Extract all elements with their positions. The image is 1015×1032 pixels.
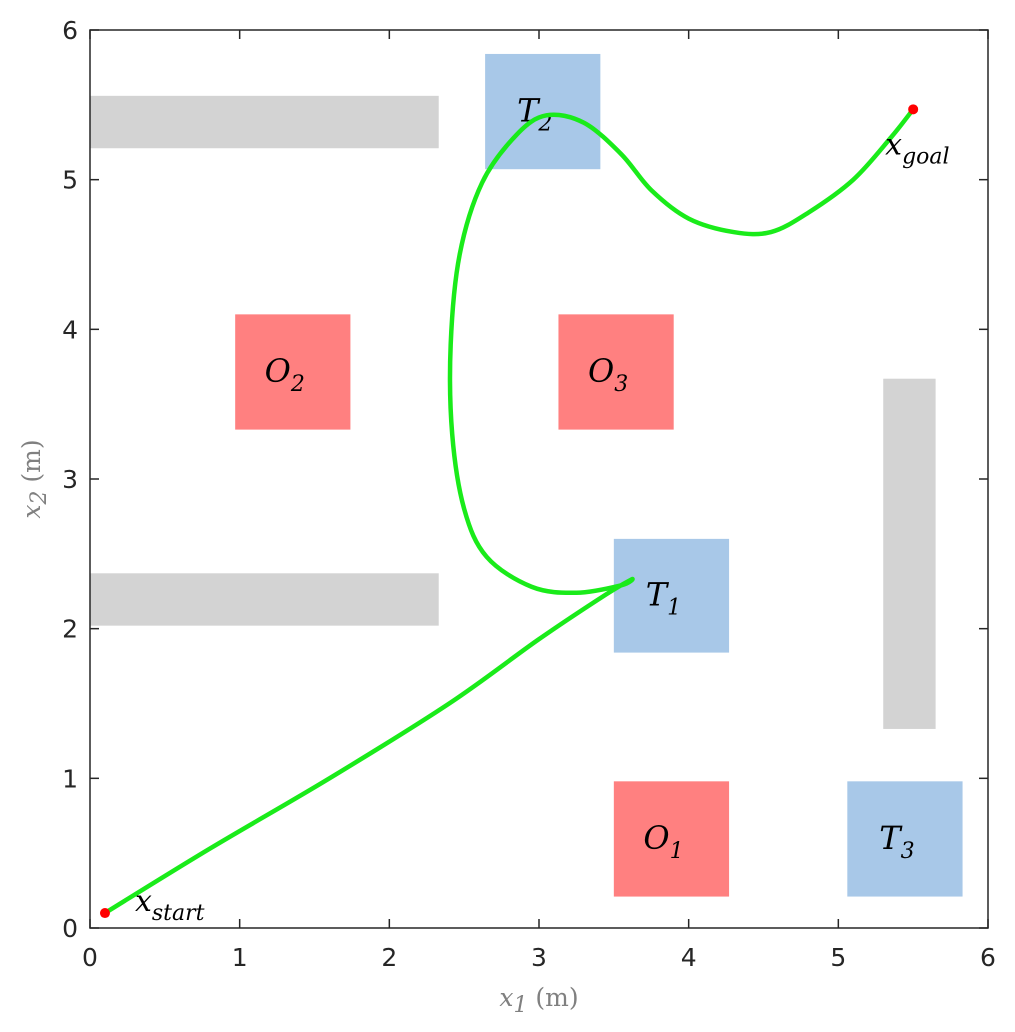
y-tick-label: 2 — [62, 615, 78, 644]
y-tick-label: 1 — [62, 764, 78, 793]
x-tick-label: 1 — [232, 943, 248, 972]
obstacle-3-label: O3 — [588, 352, 628, 397]
goal-label: xgoal — [885, 127, 949, 169]
obstacle-2-region — [235, 314, 351, 430]
endpoints: xstart xgoal — [99, 104, 950, 926]
target-1-region — [613, 538, 730, 653]
start-label: xstart — [135, 884, 205, 926]
obstacle-1-region — [613, 781, 730, 897]
x-axis-label: x1 (m) — [499, 983, 578, 1018]
y-axis-label: x2 (m) — [17, 439, 52, 518]
obstacle-2-label: O2 — [265, 352, 305, 397]
y-tick-label: 4 — [62, 315, 78, 344]
x-tick-label: 2 — [381, 943, 397, 972]
wall-3 — [883, 378, 936, 729]
target-3-region — [847, 781, 963, 897]
y-tick-label: 3 — [62, 465, 78, 494]
target-1-label: T1 — [646, 576, 681, 621]
target-3-label: T3 — [879, 819, 914, 864]
x-tick-label: 5 — [830, 943, 846, 972]
start-point — [99, 908, 110, 919]
wall-1 — [90, 95, 439, 149]
walls — [90, 95, 936, 729]
x-tick-label: 0 — [82, 943, 98, 972]
ticks: 0 1 2 3 4 5 6 0 1 2 3 4 5 6 — [62, 16, 996, 972]
obstacle-3-region — [558, 314, 674, 430]
obstacle-1-label: O1 — [643, 819, 683, 864]
trajectory-line — [102, 107, 916, 916]
y-tick-label: 0 — [62, 914, 78, 943]
x-tick-label: 6 — [980, 943, 996, 972]
y-tick-label: 6 — [62, 16, 78, 45]
x-tick-label: 4 — [681, 943, 697, 972]
trajectory-layer — [102, 107, 916, 916]
x-tick-label: 3 — [531, 943, 547, 972]
wall-2 — [90, 573, 439, 626]
goal-point — [908, 104, 919, 115]
y-tick-label: 5 — [62, 166, 78, 195]
